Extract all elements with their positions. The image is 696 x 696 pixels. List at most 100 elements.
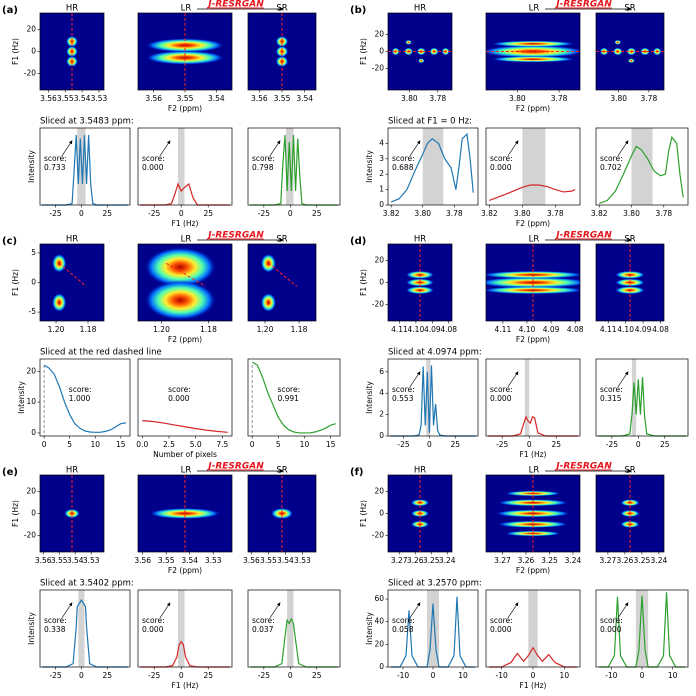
y-axis-label: F1 (Hz) bbox=[359, 500, 368, 527]
score-value: 0.553 bbox=[392, 394, 414, 403]
highlight-span bbox=[522, 128, 546, 205]
x-tick-label: 1.20 bbox=[48, 325, 65, 334]
x-tick-label: 3.78 bbox=[551, 94, 568, 103]
highlight-span bbox=[177, 128, 185, 205]
frame bbox=[485, 127, 581, 206]
peak bbox=[614, 39, 622, 45]
highlight-span bbox=[631, 128, 653, 205]
slice-label: Sliced at 3.5402 ppm: bbox=[40, 579, 134, 589]
score-arrow bbox=[159, 602, 171, 618]
panel-label: (a) bbox=[2, 5, 18, 16]
x-tick-label: 3.78 bbox=[446, 209, 463, 218]
x-tick-label: 3.82 bbox=[481, 209, 498, 218]
y-tick-label: 20 bbox=[26, 25, 36, 34]
peak bbox=[405, 278, 435, 287]
peak bbox=[52, 293, 67, 312]
peak bbox=[411, 520, 429, 528]
x-axis-label: F2 (ppm) bbox=[516, 566, 550, 575]
score-value: 0.733 bbox=[44, 163, 66, 172]
peak bbox=[144, 280, 217, 321]
x-tick-label: 25 bbox=[450, 440, 460, 449]
x-tick-label: 25 bbox=[660, 440, 670, 449]
x-tick-label: 3.24 bbox=[439, 556, 456, 565]
score-arrow bbox=[269, 602, 281, 618]
x-tick-label: 3.80 bbox=[610, 94, 627, 103]
x-tick-label: 3.27 bbox=[494, 556, 511, 565]
score-value: 0.058 bbox=[392, 625, 414, 634]
peak bbox=[275, 56, 289, 67]
x-tick-label: -10 bbox=[605, 671, 617, 680]
x-tick-label: 3.55 bbox=[51, 556, 68, 565]
x-tick-label: 3.26 bbox=[407, 556, 424, 565]
y-axis-label: F1 (Hz) bbox=[11, 269, 20, 296]
x-tick-label: -25 bbox=[258, 671, 270, 680]
peak bbox=[490, 56, 576, 63]
heatmap bbox=[388, 13, 452, 90]
x-tick-label: 3.82 bbox=[383, 209, 400, 218]
score-label: score: bbox=[392, 154, 415, 163]
x-tick-label: 3.56 bbox=[40, 94, 57, 103]
x-tick-label: 25 bbox=[203, 671, 213, 680]
score-label: score: bbox=[600, 154, 623, 163]
score-value: 0.000 bbox=[142, 625, 164, 634]
x-tick-label: 3.80 bbox=[623, 209, 640, 218]
frame bbox=[387, 127, 479, 206]
score-arrow bbox=[409, 371, 421, 387]
score-value: 0.000 bbox=[600, 625, 622, 634]
curve bbox=[488, 415, 578, 437]
x-tick-label: 3.53 bbox=[294, 556, 311, 565]
x-tick-label: 3.82 bbox=[591, 209, 608, 218]
score-value: 0.688 bbox=[392, 163, 414, 172]
score-label: score: bbox=[252, 616, 275, 625]
heatmap bbox=[138, 475, 232, 552]
highlight-span bbox=[524, 359, 530, 436]
heatmap bbox=[138, 244, 232, 321]
highlight-span bbox=[528, 590, 538, 667]
x-tick-label: 4.09 bbox=[424, 325, 441, 334]
x-tick-label: 3.53 bbox=[83, 556, 100, 565]
x-tick-label: 0 bbox=[640, 671, 645, 680]
x-tick-label: 0 bbox=[527, 440, 532, 449]
score-value: 0.798 bbox=[252, 163, 274, 172]
peak bbox=[260, 293, 276, 312]
x-tick-label: 3.80 bbox=[514, 209, 531, 218]
x-tick-label: 3.78 bbox=[641, 94, 658, 103]
highlight-span bbox=[422, 128, 444, 205]
frame bbox=[485, 358, 581, 437]
y-tick-label: -5 bbox=[29, 307, 37, 316]
peak bbox=[504, 530, 562, 537]
frame bbox=[247, 243, 317, 322]
y-axis-label: Intensity bbox=[27, 150, 36, 183]
x-tick-label: 5.0 bbox=[190, 440, 202, 449]
score-label: score: bbox=[490, 616, 513, 625]
x-tick-label: 3.55 bbox=[57, 94, 74, 103]
score-value: 0.000 bbox=[168, 394, 190, 403]
peak bbox=[260, 254, 276, 273]
y-axis-label: F1 (Hz) bbox=[359, 38, 368, 65]
x-axis-label: F1 (Hz) bbox=[172, 681, 199, 690]
peak bbox=[64, 508, 80, 519]
y-tick-label: -20 bbox=[372, 64, 384, 73]
curve bbox=[250, 617, 338, 668]
peak bbox=[149, 508, 221, 519]
x-axis-label: F2 (ppm) bbox=[168, 335, 202, 344]
x-tick-label: 3.56 bbox=[134, 556, 151, 565]
x-tick-label: 0 bbox=[42, 440, 47, 449]
x-tick-label: 3.78 bbox=[429, 94, 446, 103]
x-tick-label: 10 bbox=[90, 440, 100, 449]
x-tick-label: 0 bbox=[636, 440, 641, 449]
heatmap bbox=[486, 244, 580, 321]
heatmap bbox=[40, 475, 104, 552]
peak bbox=[275, 46, 289, 57]
score-value: 0.037 bbox=[252, 625, 274, 634]
frame bbox=[137, 358, 233, 437]
score-value: 1.000 bbox=[69, 394, 91, 403]
slice-label: Sliced at 3.2570 ppm: bbox=[388, 579, 482, 589]
x-tick-label: 3.27 bbox=[600, 556, 617, 565]
heatmap bbox=[486, 475, 580, 552]
score-arrow bbox=[617, 602, 629, 618]
slice-label: Sliced at 4.0974 ppm: bbox=[388, 348, 482, 358]
image-title: SR bbox=[276, 235, 287, 245]
score-label: score: bbox=[490, 154, 513, 163]
